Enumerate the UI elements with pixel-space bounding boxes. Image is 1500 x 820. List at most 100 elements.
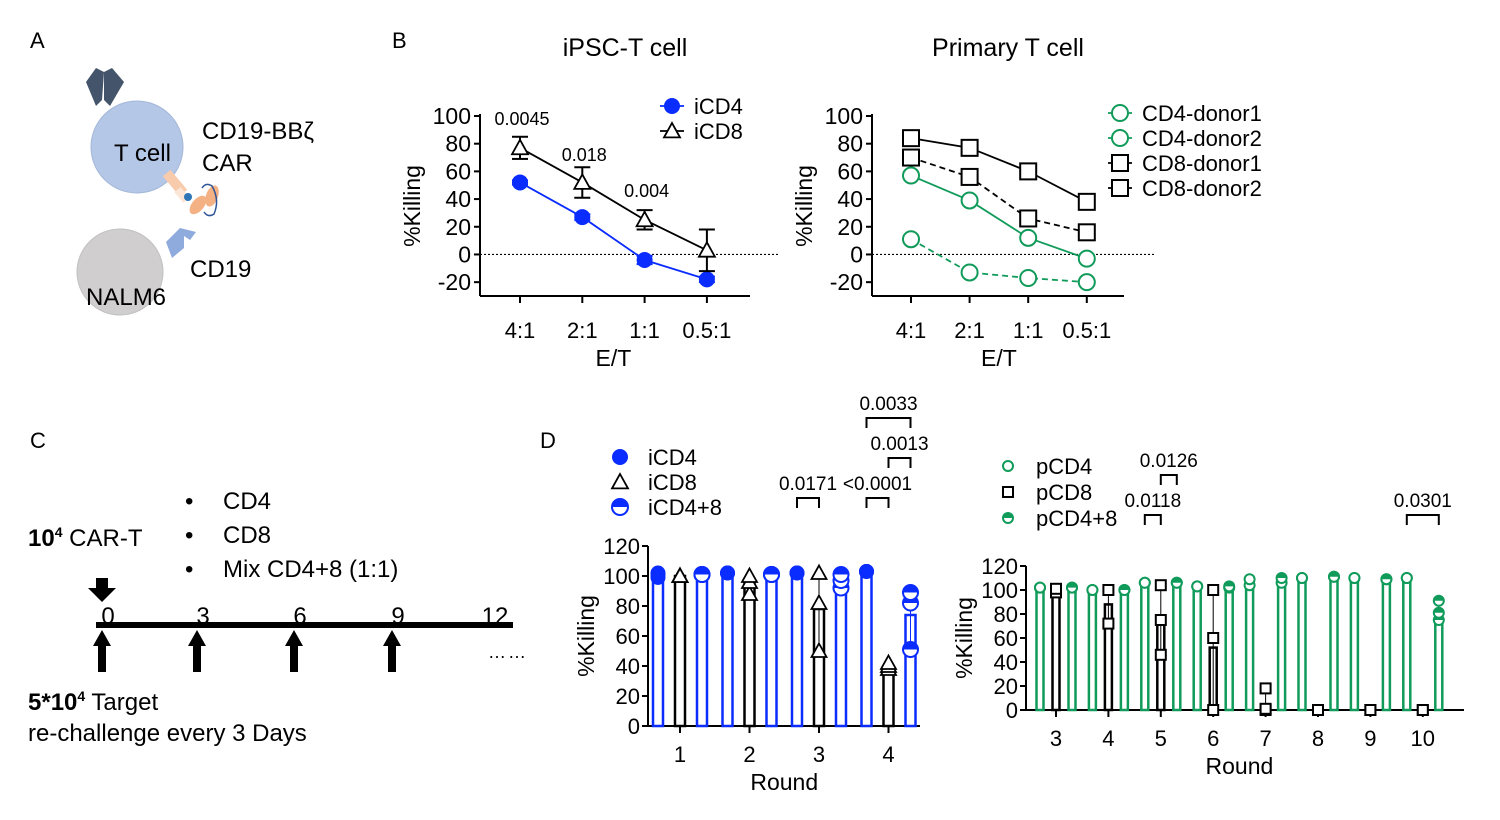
- car-schematic: [76, 68, 219, 316]
- data-point: [902, 129, 920, 148]
- target-arrow-icon: [285, 630, 303, 672]
- data-point: [960, 138, 979, 157]
- car-t-dose-label: 104 CAR-T: [28, 524, 143, 553]
- data-point: [763, 566, 780, 583]
- x-tick-label: 2:1: [954, 318, 985, 343]
- data-point: [1002, 486, 1014, 498]
- timeline-tick-label: 0: [101, 603, 114, 630]
- y-tick-label: 0: [628, 714, 640, 739]
- cd19-label: CD19: [190, 256, 252, 283]
- data-point: [960, 167, 979, 186]
- data-point: [809, 593, 829, 610]
- data-point: [1154, 648, 1167, 661]
- data-point: [1102, 584, 1115, 596]
- p-value-annotation: 0.0126: [1140, 451, 1198, 472]
- legend-label: iCD4: [694, 94, 743, 119]
- y-tick-label: 40: [445, 186, 471, 212]
- bracket-line: [796, 497, 820, 508]
- y-tick-label: 100: [433, 103, 471, 129]
- bracket-line: [887, 457, 912, 468]
- data-point: [1296, 572, 1308, 584]
- data-point: [512, 174, 528, 191]
- legend-label: CD4-donor2: [1142, 126, 1262, 151]
- data-point: [1077, 249, 1096, 268]
- data-point: [1050, 582, 1062, 595]
- data-point: [1066, 581, 1078, 594]
- target-arrow-icon: [383, 630, 401, 672]
- data-point: [1118, 584, 1131, 596]
- bar: [1224, 586, 1234, 712]
- car-label-line1: CD19-BBζ: [202, 118, 314, 145]
- car-t-dose-exponent: 4: [54, 524, 63, 540]
- data-point: [1416, 704, 1429, 716]
- y-tick-label: 40: [837, 186, 863, 212]
- x-tick-label: 4:1: [505, 318, 536, 343]
- car-t-dose-base: 10: [28, 525, 55, 552]
- series-cd4-donor2: [902, 166, 1096, 268]
- significance-bracket: <0.0001: [843, 474, 912, 508]
- t-cell-label: T cell: [114, 140, 171, 167]
- x-tick-label: 7: [1259, 726, 1271, 751]
- chart-title: Primary T cell: [932, 34, 1084, 62]
- bar: [1349, 576, 1360, 712]
- legend-item: iCD8: [610, 470, 697, 495]
- timeline-ellipsis: ……: [488, 642, 528, 662]
- legend-item: iCD4+8: [611, 495, 722, 520]
- timeline-tick-label: 6: [293, 603, 306, 630]
- rechallenge-label: re-challenge every 3 Days: [28, 720, 307, 747]
- legend-label: CD8-donor1: [1142, 151, 1262, 176]
- target-arrow-icon: [93, 630, 111, 672]
- data-point: [650, 565, 666, 581]
- series-pcd4plus8: [1066, 570, 1445, 712]
- y-tick-label: 0: [458, 241, 471, 267]
- data-point: [1077, 192, 1096, 211]
- data-point: [1111, 129, 1129, 147]
- data-point: [1259, 702, 1272, 715]
- bar: [1035, 586, 1045, 712]
- bar: [1402, 576, 1412, 712]
- data-point: [859, 564, 874, 579]
- x-tick-label: 3: [813, 742, 825, 767]
- series-line: [519, 147, 708, 252]
- x-tick-label: 3: [1050, 726, 1062, 751]
- data-point: [1154, 579, 1167, 592]
- legend-label: pCD4: [1036, 454, 1092, 479]
- p-value-annotation: 0.0301: [1394, 491, 1452, 512]
- bar: [1244, 580, 1255, 712]
- data-point: [1312, 704, 1324, 716]
- series-icd4: [650, 564, 874, 728]
- timeline-tick-label: 9: [391, 603, 404, 630]
- legend-item: iCD8: [660, 119, 743, 144]
- data-point: [1259, 682, 1272, 695]
- x-tick-label: 8: [1312, 726, 1324, 751]
- cd19-antigen-icon: [166, 228, 196, 258]
- p-value-annotation: 0.0033: [859, 394, 917, 415]
- data-point: [1380, 573, 1393, 586]
- data-point: [720, 565, 735, 581]
- series-icd4: [512, 174, 715, 288]
- y-tick-label: 60: [994, 626, 1018, 651]
- bar: [1051, 588, 1061, 712]
- target-dose-label: 5*104 Target: [28, 688, 158, 717]
- data-point: [670, 566, 690, 583]
- data-point: [1154, 614, 1167, 626]
- legend-label: iCD4+8: [648, 495, 722, 520]
- data-point: [1019, 162, 1038, 181]
- legend-item: CD4-donor2: [1108, 126, 1262, 151]
- timeline-diagram: 0 3 6 9 12: [88, 578, 513, 672]
- data-point: [1111, 104, 1129, 122]
- bullet-item: • Mix CD4+8 (1:1): [185, 556, 399, 583]
- nalm6-cell-icon: [76, 228, 164, 316]
- data-point: [879, 653, 898, 670]
- data-point: [612, 449, 628, 465]
- data-point: [1019, 209, 1038, 228]
- p-value-annotation: 0.0045: [494, 109, 549, 129]
- data-point: [698, 271, 715, 288]
- y-tick-label: 80: [994, 602, 1018, 627]
- series-line: [519, 181, 708, 281]
- data-point: [1170, 576, 1183, 589]
